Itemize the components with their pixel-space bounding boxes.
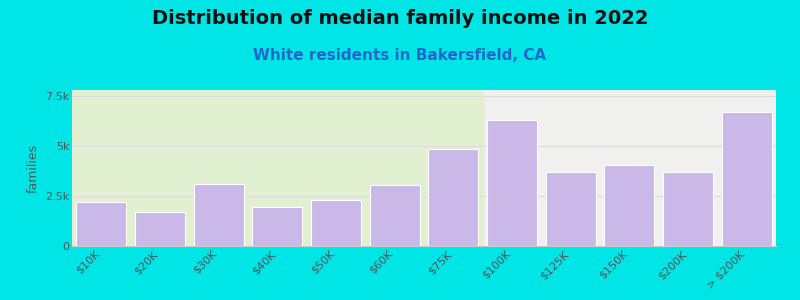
- Bar: [311, 200, 361, 246]
- Bar: [77, 202, 126, 246]
- Bar: [135, 212, 185, 246]
- Y-axis label: families: families: [26, 143, 39, 193]
- Bar: [72, 90, 482, 246]
- Bar: [546, 172, 595, 246]
- Bar: [429, 149, 478, 246]
- Bar: [663, 172, 713, 246]
- Bar: [370, 185, 419, 246]
- Text: White residents in Bakersfield, CA: White residents in Bakersfield, CA: [254, 48, 546, 63]
- Text: Distribution of median family income in 2022: Distribution of median family income in …: [152, 9, 648, 28]
- Bar: [722, 112, 771, 246]
- Bar: [194, 184, 243, 246]
- Bar: [605, 165, 654, 246]
- Bar: [253, 207, 302, 246]
- Bar: [487, 120, 537, 246]
